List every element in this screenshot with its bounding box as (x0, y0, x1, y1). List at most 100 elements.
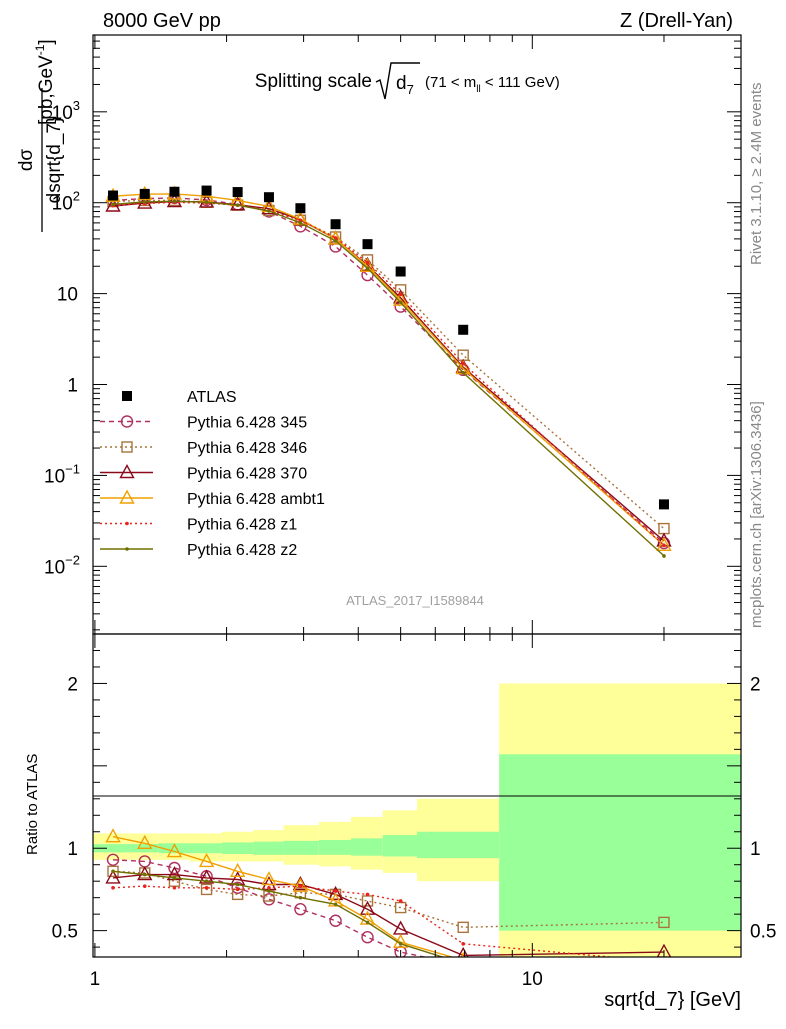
band-green-10 (417, 831, 500, 859)
ratio-5-point-7 (333, 902, 338, 907)
ratio-3-point-3 (198, 852, 215, 868)
band-green-11 (499, 754, 741, 931)
band-green-8 (350, 838, 383, 856)
legend-marker-data (122, 391, 132, 401)
x-tick-label-1: 10 (522, 969, 543, 990)
rivet-label: Rivet 3.1.10, ≥ 2.4M events (748, 83, 765, 266)
series-4-point-9 (398, 292, 403, 297)
ratio-5-point-4 (235, 882, 240, 887)
data-point-3 (201, 185, 212, 196)
ratio-0-point-10 (458, 960, 469, 971)
ratio-1-point-3 (200, 883, 213, 896)
ratio-4-point-2 (172, 885, 177, 890)
header-left: 8000 GeV pp (103, 10, 221, 32)
ratio-4-point-9 (398, 899, 403, 903)
ratio-0-point-6 (294, 903, 307, 916)
y-tick-label-5: 103 (52, 98, 80, 124)
ratio-5-point-0 (111, 869, 115, 874)
ratio-2-point-0 (105, 869, 121, 884)
data-point-6 (295, 203, 306, 214)
y-tick-label-4: 102 (52, 189, 80, 215)
ratio-5-point-11 (662, 967, 666, 971)
ratio-2-point-9 (392, 920, 409, 935)
ratio-2-point-11 (656, 943, 672, 957)
y-axis-label: dσ dsqrt{d_7} (16, 88, 65, 232)
ratio-5-point-5 (267, 889, 271, 893)
header-right: Z (Drell-Yan) (620, 10, 733, 32)
ratio-3-point-1 (137, 834, 153, 849)
ratio-line-4 (112, 885, 618, 957)
legend-marker-2 (119, 464, 135, 479)
ratio-0-point-11 (658, 958, 669, 969)
ratio-tick-label-left-1: 1 (67, 839, 78, 860)
band-green-4 (221, 842, 254, 855)
series-5-point-3 (204, 200, 209, 205)
axis-ticks (93, 34, 742, 957)
data-point-7 (330, 219, 341, 230)
ratio-2-point-6 (292, 876, 309, 891)
ratio-4-point-8 (365, 892, 370, 897)
series-line-5 (112, 200, 665, 557)
band-green-5 (253, 841, 284, 855)
series-5-point-5 (267, 209, 271, 213)
legend-marker-0 (120, 415, 134, 428)
series-2-point-2 (166, 193, 183, 208)
ratio-0-point-4 (231, 881, 244, 894)
series-5-point-11 (662, 554, 666, 558)
band-green-7 (318, 839, 351, 855)
ratio-line-3 (112, 836, 455, 957)
series-3-point-11 (656, 536, 672, 552)
ratio-3-point-2 (166, 843, 183, 858)
ratio-4-point-10 (461, 942, 465, 946)
x-tick-label-0: 1 (90, 969, 101, 990)
data-point-2 (169, 186, 180, 197)
y-label-unit: [pb,GeV-1] (33, 39, 57, 125)
ratio-5-point-10 (461, 962, 465, 966)
ratio-2-point-8 (359, 900, 376, 915)
title-range: (71 < mll < 111 GeV) (425, 74, 560, 95)
ratio-2-point-10 (457, 946, 469, 957)
series-5-point-9 (398, 300, 403, 305)
data-point-10 (458, 324, 469, 335)
ratio-5-point-1 (142, 872, 147, 877)
legend-marker-4 (125, 521, 129, 526)
ratio-1-point-11 (658, 916, 670, 929)
ratio-4-point-1 (142, 884, 147, 888)
ratio-line-2 (112, 873, 665, 957)
data-point-8 (362, 239, 373, 250)
x-axis-label: sqrt{d_7} [GeV] (604, 989, 741, 1011)
ratio-4-point-11 (662, 960, 666, 964)
ratio-tick-label-left-2: 2 (67, 674, 78, 695)
ratio-line-5 (112, 870, 445, 957)
legend-label-2: Pythia 6.428 370 (187, 466, 307, 483)
ratio-5-point-8 (365, 920, 370, 925)
series-5-point-0 (111, 202, 115, 207)
watermark: ATLAS_2017_I1589844 (346, 593, 484, 608)
y-tick-label-3: 10 (57, 285, 78, 306)
series-3-point-7 (327, 230, 344, 245)
ratio-3-point-0 (105, 828, 121, 843)
data-point-4 (232, 187, 243, 198)
series-1-point-11 (658, 522, 670, 535)
legend: ATLAS Pythia 6.428 345 Pythia 6.428 346 Pyt… (100, 389, 325, 559)
band-green-9 (382, 835, 418, 857)
ratio-4-point-7 (333, 889, 338, 893)
title-main: Splitting scale (255, 71, 372, 92)
series-5-point-7 (333, 239, 338, 243)
ratio-3-point-11 (662, 955, 665, 957)
ratio-frame (92, 633, 742, 958)
y-label-numerator: dσ (16, 149, 37, 172)
series-5-point-8 (365, 266, 370, 271)
series-5-point-1 (142, 200, 147, 204)
legend-marker-1 (121, 441, 133, 453)
ratio-3-point-6 (292, 877, 309, 892)
main-series-layer (105, 185, 672, 558)
legend-label-1: Pythia 6.428 346 (187, 440, 307, 457)
legend-label-3: Pythia 6.428 ambt1 (187, 491, 325, 508)
ratio-tick-label-right-2: 2 (750, 674, 761, 695)
ratio-4-point-0 (111, 885, 115, 890)
series-5-point-6 (298, 221, 303, 225)
ratio-tick-label-right-1: 1 (750, 839, 761, 860)
